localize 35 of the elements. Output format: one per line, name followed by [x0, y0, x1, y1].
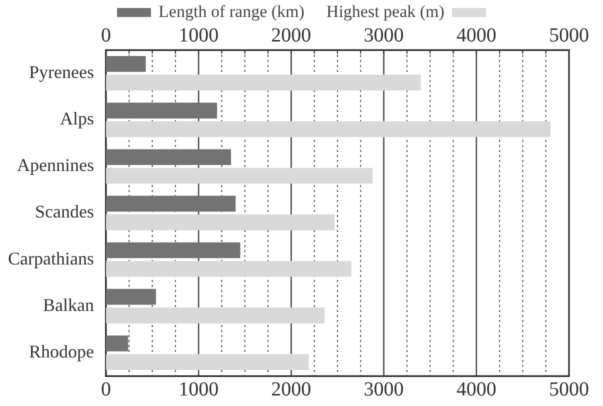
- x-tick-label: 3000: [364, 24, 404, 46]
- legend-label: Length of range (km): [158, 2, 304, 22]
- bar: [106, 214, 335, 230]
- x2-tick-label: 4000: [456, 378, 496, 400]
- bar: [106, 242, 240, 258]
- bar: [106, 288, 156, 305]
- bar: [106, 74, 421, 91]
- bar: [106, 260, 352, 277]
- x-tick-label: 0: [100, 24, 111, 46]
- y-tick-label: Pyrenees: [28, 62, 94, 82]
- bar: [106, 149, 231, 166]
- bar: [106, 168, 373, 184]
- y-tick-label: Scandes: [34, 202, 94, 222]
- bar: [106, 56, 146, 72]
- x2-tick-label: 3000: [364, 378, 404, 400]
- x2-tick-label: 0: [100, 378, 111, 400]
- bar: [106, 354, 309, 370]
- bar: [106, 335, 128, 352]
- bar: [106, 102, 218, 118]
- y-tick-label: Rhodope: [28, 341, 94, 362]
- x-tick-label: 4000: [456, 24, 496, 46]
- x-tick-label: 2000: [271, 24, 312, 46]
- bar: [106, 121, 550, 138]
- bar: [106, 196, 236, 212]
- y-tick-label: Carpathians: [8, 248, 94, 268]
- bar: [106, 308, 325, 324]
- x2-tick-label: 1000: [178, 378, 219, 400]
- x2-tick-label: 5000: [549, 378, 589, 400]
- y-tick-label: Balkan: [42, 294, 94, 315]
- y-tick-label: Alps: [60, 108, 94, 129]
- x-tick-label: 1000: [178, 24, 219, 46]
- x2-tick-label: 2000: [271, 378, 312, 400]
- text: Highest peak (m): [326, 2, 444, 22]
- y-tick-label: Apennines: [16, 155, 94, 176]
- x-tick-label: 5000: [549, 24, 589, 46]
